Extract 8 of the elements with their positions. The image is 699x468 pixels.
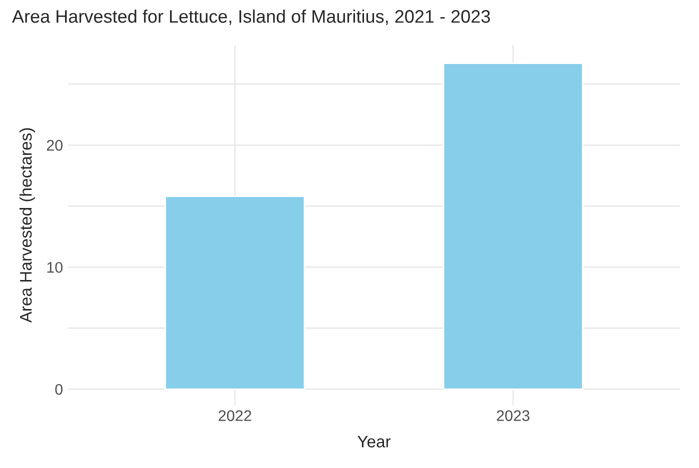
- x-axis-title: Year: [358, 436, 391, 448]
- y-tick-label: 20: [46, 140, 63, 151]
- y-tick-label: 0: [55, 384, 63, 395]
- x-tick-label: 2023: [496, 410, 530, 422]
- y-tick-label: 10: [47, 262, 63, 273]
- x-tick-label: 2022: [218, 410, 252, 422]
- y-axis-title: Area Harvested (hectares): [20, 128, 36, 323]
- chart-title: Area Harvested for Lettuce, Island of Mauritius, 2021 - 2023: [12, 10, 490, 25]
